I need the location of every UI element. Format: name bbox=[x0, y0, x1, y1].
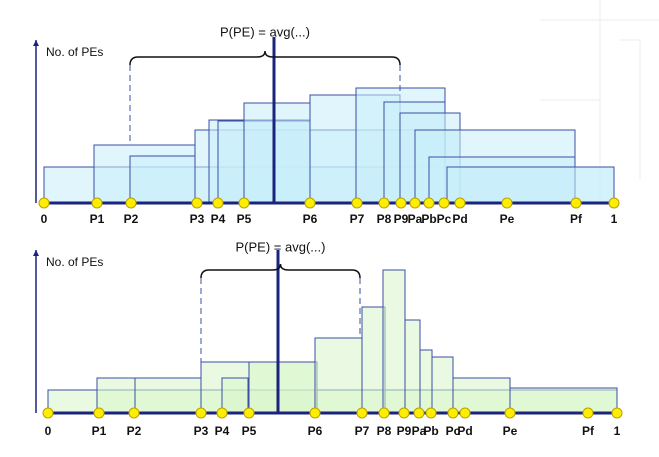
point-label: P4 bbox=[215, 424, 230, 438]
point-label: P5 bbox=[237, 212, 252, 226]
point-label: P7 bbox=[355, 424, 370, 438]
point-label: P3 bbox=[190, 212, 205, 226]
point-label: Pd bbox=[457, 424, 472, 438]
pe-bar bbox=[432, 357, 453, 413]
point-label: Pd bbox=[452, 212, 467, 226]
point-marker bbox=[396, 198, 406, 208]
point-label: Pf bbox=[570, 212, 583, 226]
annotation: P(PE) = avg(...) bbox=[220, 24, 310, 39]
point-marker bbox=[239, 198, 249, 208]
point-marker bbox=[192, 198, 202, 208]
point-marker bbox=[414, 408, 424, 418]
point-marker bbox=[196, 408, 206, 418]
point-marker bbox=[305, 198, 315, 208]
point-marker bbox=[583, 408, 593, 418]
pe-bar bbox=[405, 320, 420, 413]
point-label: P7 bbox=[350, 212, 365, 226]
point-label: P3 bbox=[194, 424, 209, 438]
pe-bar bbox=[97, 378, 135, 413]
pe-bar bbox=[222, 378, 248, 413]
pe-bar bbox=[383, 270, 405, 413]
point-marker bbox=[612, 408, 622, 418]
point-label: Pe bbox=[500, 212, 515, 226]
y-axis-label: No. of PEs bbox=[46, 45, 103, 59]
point-marker bbox=[244, 408, 254, 418]
point-label: 1 bbox=[614, 424, 621, 438]
point-label: P8 bbox=[377, 424, 392, 438]
point-marker bbox=[379, 198, 389, 208]
point-label: 0 bbox=[45, 424, 52, 438]
point-marker bbox=[310, 408, 320, 418]
point-marker bbox=[39, 198, 49, 208]
point-marker bbox=[357, 408, 367, 418]
point-label: P2 bbox=[124, 212, 139, 226]
pe-bar bbox=[130, 156, 195, 203]
point-label: 0 bbox=[41, 212, 48, 226]
point-label: P9 bbox=[394, 212, 409, 226]
point-label: P1 bbox=[92, 424, 107, 438]
point-marker bbox=[426, 408, 436, 418]
point-marker bbox=[213, 198, 223, 208]
pe-bar bbox=[510, 388, 617, 413]
point-label: P4 bbox=[211, 212, 226, 226]
point-label: Pc bbox=[437, 212, 452, 226]
point-label: P2 bbox=[127, 424, 142, 438]
point-marker bbox=[439, 198, 449, 208]
point-label: Pf bbox=[582, 424, 595, 438]
y-axis-label: No. of PEs bbox=[46, 255, 103, 269]
annotation: P(PE) = avg(...) bbox=[236, 239, 326, 254]
pe-bar bbox=[315, 338, 362, 413]
point-marker bbox=[460, 408, 470, 418]
point-label: 1 bbox=[611, 212, 618, 226]
point-marker bbox=[410, 198, 420, 208]
point-marker bbox=[505, 408, 515, 418]
pe-bar bbox=[420, 350, 432, 413]
point-marker bbox=[502, 198, 512, 208]
point-label: P6 bbox=[303, 212, 318, 226]
point-marker bbox=[94, 408, 104, 418]
point-label: P9 bbox=[397, 424, 412, 438]
point-label: P1 bbox=[90, 212, 105, 226]
point-label: Pe bbox=[503, 424, 518, 438]
point-marker bbox=[43, 408, 53, 418]
point-label: P8 bbox=[377, 212, 392, 226]
point-marker bbox=[455, 198, 465, 208]
point-marker bbox=[217, 408, 227, 418]
pe-bar bbox=[249, 362, 317, 413]
point-marker bbox=[126, 198, 136, 208]
point-marker bbox=[399, 408, 409, 418]
pe-bar bbox=[244, 103, 310, 203]
point-marker bbox=[609, 198, 619, 208]
point-marker bbox=[571, 198, 581, 208]
diagram: No. of PEs P(PE) = avg(...) 0 P1 P2 P3 P4 P5 P6 P… bbox=[0, 0, 659, 457]
point-marker bbox=[448, 408, 458, 418]
point-marker bbox=[379, 408, 389, 418]
pe-bar bbox=[362, 307, 385, 413]
pe-bar bbox=[447, 167, 614, 203]
point-label: P6 bbox=[308, 424, 323, 438]
point-label: P5 bbox=[242, 424, 257, 438]
pe-bar bbox=[453, 378, 510, 413]
point-marker bbox=[92, 198, 102, 208]
point-marker bbox=[424, 198, 434, 208]
point-label: Pb bbox=[421, 212, 436, 226]
point-label: Pb bbox=[423, 424, 438, 438]
point-marker bbox=[129, 408, 139, 418]
point-marker bbox=[352, 198, 362, 208]
pe-bar bbox=[135, 378, 201, 413]
